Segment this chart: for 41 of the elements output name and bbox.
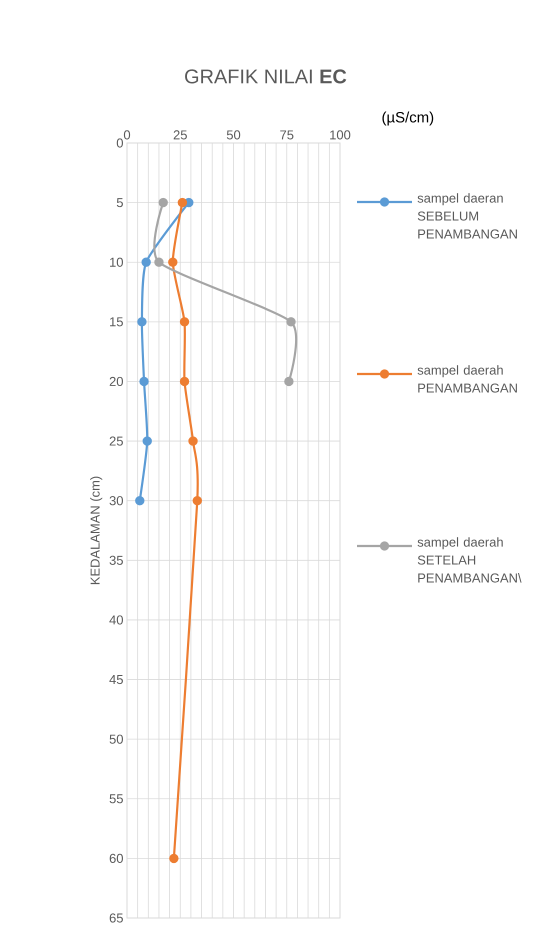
point xyxy=(141,258,151,267)
x-tick-label: 50 xyxy=(226,130,240,140)
y-tick-label: 15 xyxy=(110,317,123,326)
point xyxy=(154,258,164,267)
y-tick-label: 30 xyxy=(110,496,123,506)
chart-title: GRAFIK NILAI EC xyxy=(185,69,346,84)
point xyxy=(158,198,168,208)
x-tick-label: 100 xyxy=(330,130,350,140)
point xyxy=(180,376,190,386)
legend-label: sampel daeran SEBELUM PENAMBANGAN xyxy=(418,193,517,239)
y-tick-label: 10 xyxy=(110,258,123,267)
point xyxy=(192,496,202,506)
x-tick-label: 0 xyxy=(124,130,130,140)
y-tick-label: 35 xyxy=(110,556,123,565)
y-tick-label: 50 xyxy=(110,734,123,744)
y-tick-label: 65 xyxy=(110,913,123,923)
y-tick-label: 25 xyxy=(110,436,123,446)
y-tick-label: 0 xyxy=(116,138,123,148)
point xyxy=(139,376,149,386)
legend-label: sampel daerah SETELAH PENAMBANGAN\ xyxy=(418,537,522,583)
point xyxy=(137,317,147,327)
x-axis-title: (µS/cm) xyxy=(382,112,434,126)
y-tick-label: 5 xyxy=(116,198,123,208)
y-tick-label: 45 xyxy=(109,675,123,684)
x-tick-label: 75 xyxy=(280,130,294,140)
y-axis-title: KEDALAMAN (cm) xyxy=(90,476,102,584)
point xyxy=(286,317,296,327)
point xyxy=(142,436,152,446)
point xyxy=(188,436,198,446)
x-tick-label: 25 xyxy=(174,130,187,140)
y-tick-label: 55 xyxy=(110,794,123,804)
y-tick-label: 60 xyxy=(110,854,123,863)
point xyxy=(135,496,144,506)
legend-label: sampel daerah PENAMBANGAN xyxy=(418,365,517,393)
point xyxy=(178,198,188,208)
point xyxy=(180,317,190,327)
y-tick-label: 40 xyxy=(109,615,123,625)
point xyxy=(284,376,294,386)
point xyxy=(168,258,178,267)
point xyxy=(169,854,179,864)
y-tick-label: 20 xyxy=(110,376,123,386)
